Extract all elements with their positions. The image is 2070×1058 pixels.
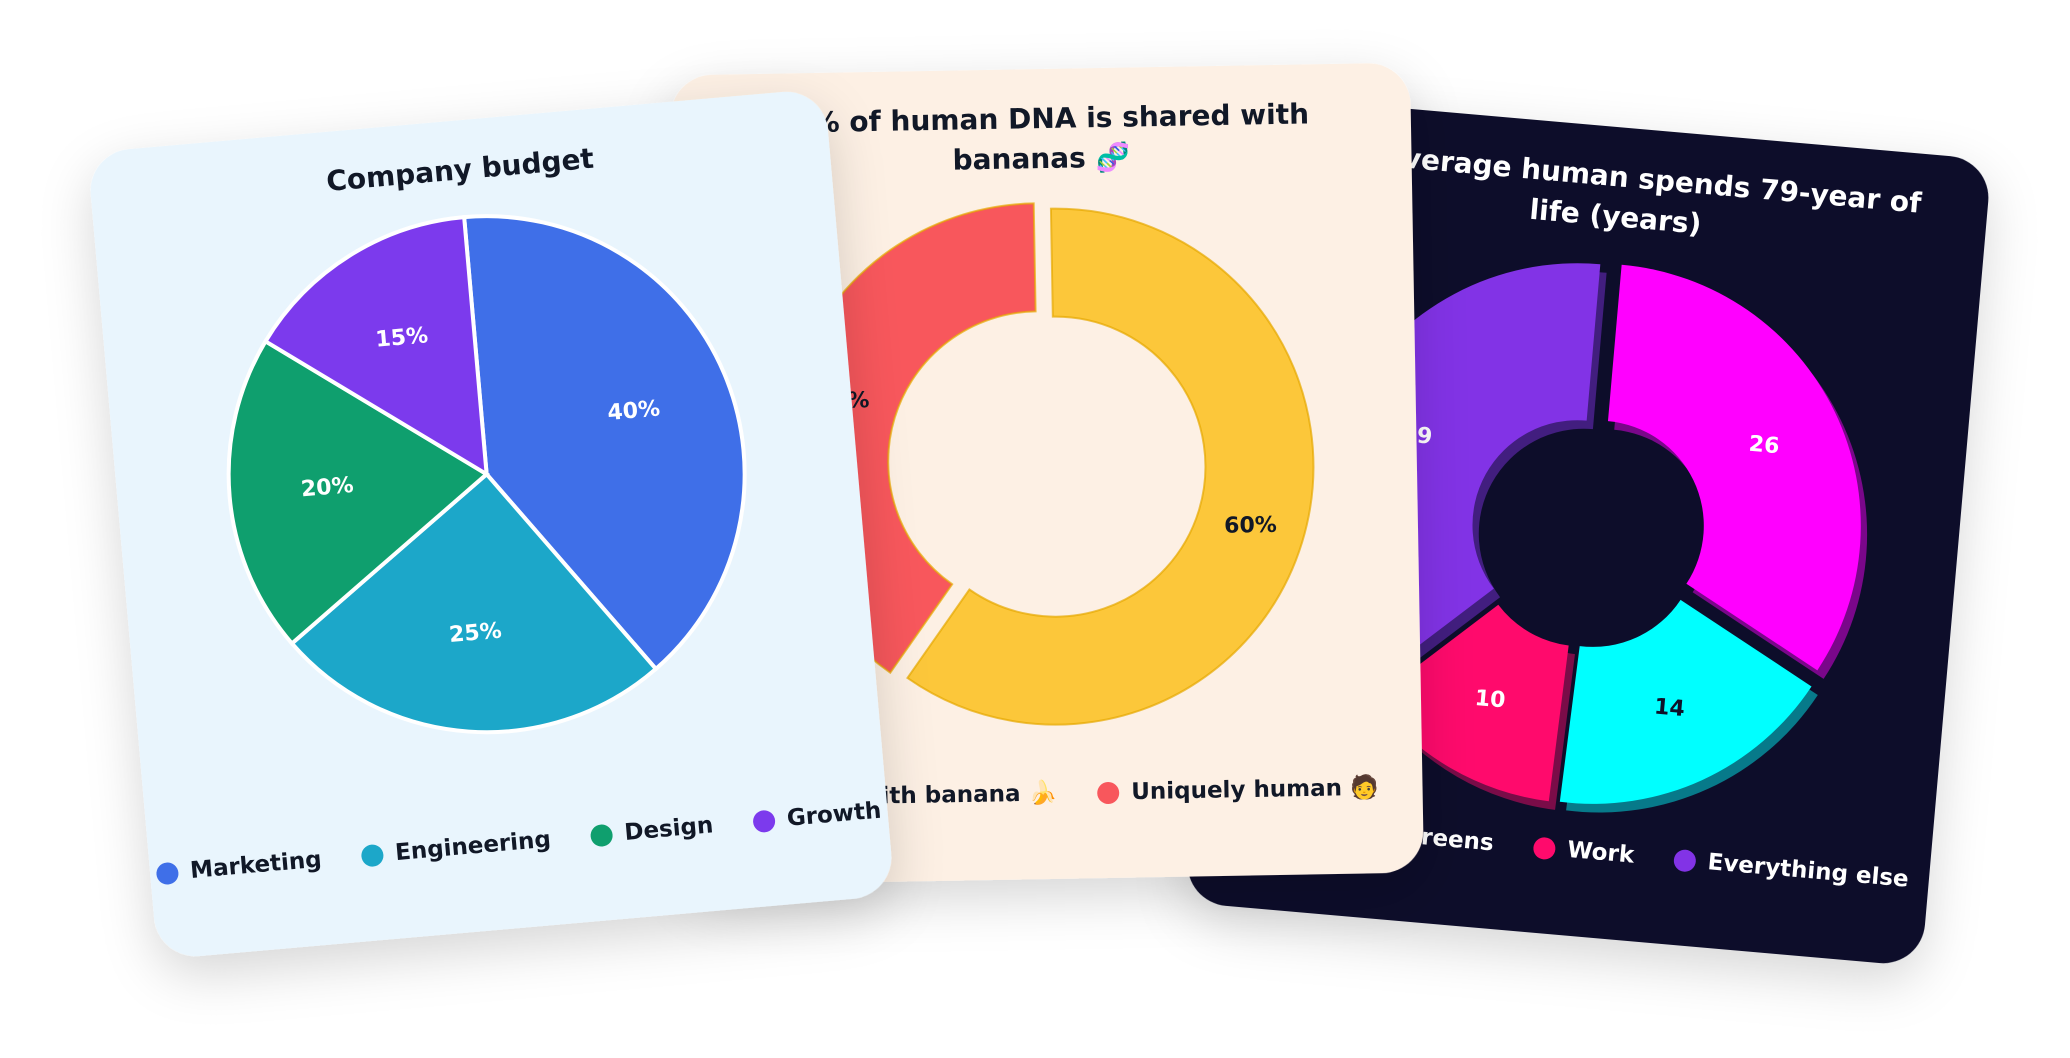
slice [262, 215, 489, 478]
data-label: 14 [1653, 694, 1686, 722]
data-label: 25% [448, 619, 503, 648]
slice [289, 471, 659, 735]
legend-marker [361, 844, 384, 867]
legend-label: Uniquely human 🧑 [1131, 773, 1379, 805]
data-label: 26 [1748, 432, 1781, 460]
legend-label: Work [1566, 837, 1636, 869]
legend-marker [1673, 849, 1696, 872]
data-label: 20% [300, 473, 355, 502]
legend-marker [753, 810, 776, 833]
data-label: 60% [1224, 513, 1277, 539]
slice [1607, 264, 1861, 671]
slice [461, 214, 747, 672]
data-label: 15% [375, 323, 430, 352]
legend-marker [1097, 781, 1120, 804]
slice [906, 207, 1315, 726]
legend-marker [590, 824, 613, 847]
legend-marker [1533, 837, 1556, 860]
slice [1373, 604, 1569, 802]
slice [1559, 599, 1812, 804]
data-label: 40% [607, 396, 662, 425]
data-label: 10 [1474, 686, 1507, 714]
slice [226, 338, 491, 647]
legend-marker [156, 862, 179, 885]
